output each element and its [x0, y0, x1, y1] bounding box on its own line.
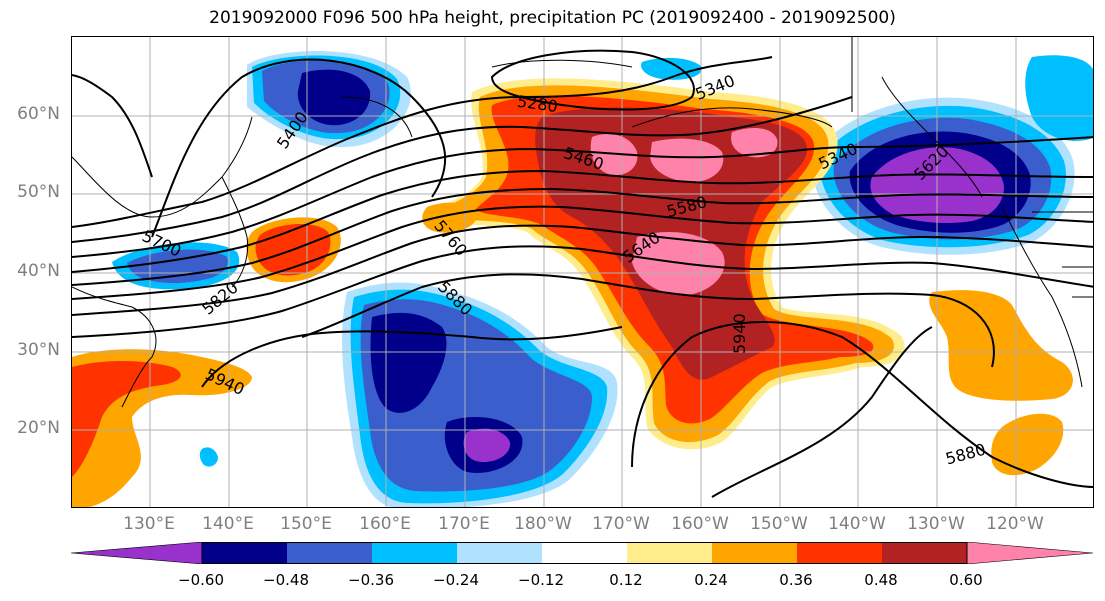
colorbar-seg-5 — [542, 542, 627, 564]
lon-label-160w: 160°W — [671, 514, 729, 534]
lat-label-60n: 60°N — [17, 104, 60, 124]
negative-anomaly-shading — [112, 51, 1093, 507]
colorbar-seg-6 — [627, 542, 712, 564]
colorbar-seg-2 — [287, 542, 372, 564]
colorbar-seg-3 — [372, 542, 457, 564]
lon-label-130w: 130°W — [907, 514, 965, 534]
lon-label-120w: 120°W — [986, 514, 1044, 534]
colorbar-seg-8 — [797, 542, 882, 564]
contour-label-5880b: 5880 — [943, 440, 987, 469]
colorbar-label-5: 0.12 — [609, 571, 643, 589]
map-panel: 5400 5280 5340 5460 5340 5620 5580 5640 … — [71, 36, 1094, 508]
lon-label-130e: 130°E — [123, 514, 175, 534]
colorbar-label-1: −0.48 — [263, 571, 309, 589]
lon-label-180w: 180°W — [514, 514, 572, 534]
lat-label-40n: 40°N — [17, 261, 60, 281]
colorbar-seg-4 — [457, 542, 542, 564]
lon-label-170w: 170°W — [592, 514, 650, 534]
coastlines — [72, 37, 1093, 408]
colorbar-label-3: −0.24 — [433, 571, 479, 589]
lat-label-50n: 50°N — [17, 182, 60, 202]
colorbar-seg-1 — [202, 542, 287, 564]
contour-label-5940b: 5940 — [730, 313, 749, 354]
height-contours — [72, 49, 1093, 498]
colorbar-label-0: −0.60 — [178, 571, 224, 589]
lon-label-160e: 160°E — [359, 514, 411, 534]
colorbar-label-6: 0.24 — [694, 571, 728, 589]
colorbar-seg-7 — [712, 542, 797, 564]
colorbar-seg-10 — [966, 541, 1094, 565]
colorbar-svg — [70, 541, 1094, 565]
colorbar — [70, 541, 1094, 568]
colorbar-label-7: 0.36 — [779, 571, 813, 589]
colorbar-label-8: 0.48 — [864, 571, 898, 589]
colorbar-label-2: −0.36 — [348, 571, 394, 589]
colorbar-label-4: −0.12 — [518, 571, 564, 589]
colorbar-seg-9 — [882, 542, 967, 564]
lat-label-30n: 30°N — [17, 340, 60, 360]
colorbar-seg-0 — [70, 541, 203, 565]
lon-label-140e: 140°E — [202, 514, 254, 534]
colorbar-label-9: 0.60 — [949, 571, 983, 589]
lon-label-150e: 150°E — [280, 514, 332, 534]
lon-label-150w: 150°W — [750, 514, 808, 534]
lon-label-140w: 140°W — [828, 514, 886, 534]
chart-title: 2019092000 F096 500 hPa height, precipit… — [209, 8, 896, 28]
lat-label-20n: 20°N — [17, 418, 60, 438]
lon-label-170e: 170°E — [438, 514, 490, 534]
map-svg: 5400 5280 5340 5460 5340 5620 5580 5640 … — [72, 37, 1093, 507]
